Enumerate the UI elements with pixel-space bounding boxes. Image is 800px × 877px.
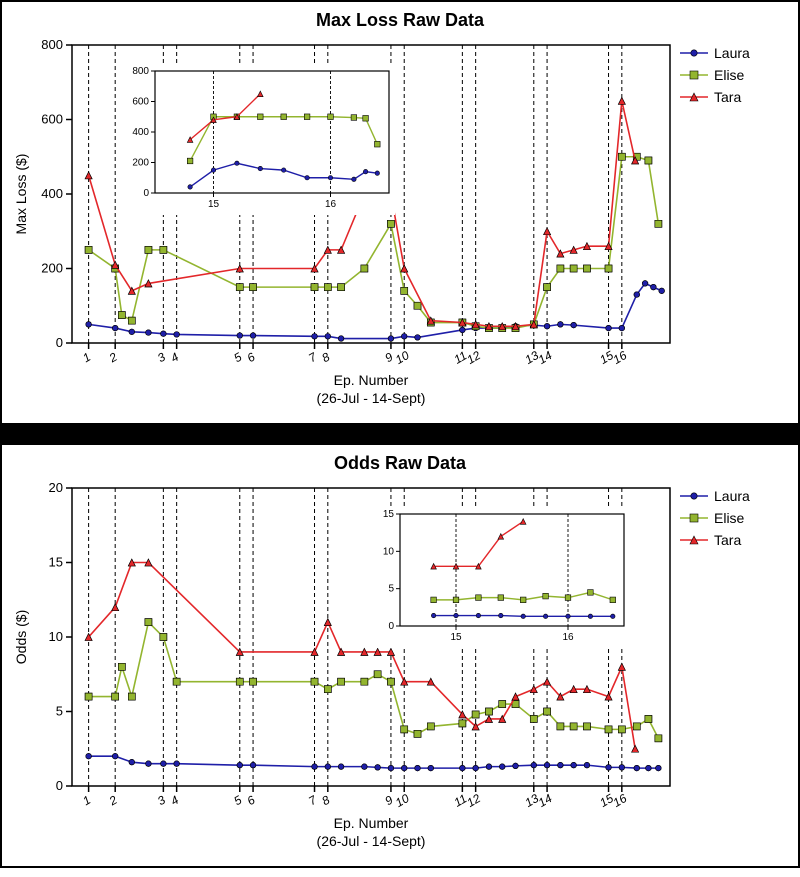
svg-text:8: 8 <box>319 793 332 809</box>
svg-text:0: 0 <box>143 188 149 199</box>
chart-svg: 0200400600800Max Loss ($)123456789101112… <box>10 35 680 415</box>
legend-item: Elise <box>680 510 785 526</box>
legend-label: Elise <box>714 510 744 526</box>
odds-panel: Odds Raw Data05101520Odds ($)12345678910… <box>0 443 800 868</box>
svg-text:Max Loss ($): Max Loss ($) <box>13 154 29 235</box>
svg-text:10: 10 <box>393 791 412 810</box>
svg-text:200: 200 <box>132 158 149 169</box>
triangle-marker-icon <box>680 539 708 541</box>
legend: Laura Elise Tara <box>680 35 785 415</box>
svg-text:10: 10 <box>49 629 63 644</box>
svg-text:14: 14 <box>536 348 555 367</box>
svg-text:5: 5 <box>231 793 244 809</box>
chart-title: Odds Raw Data <box>2 445 798 474</box>
svg-text:2: 2 <box>106 350 120 366</box>
svg-text:600: 600 <box>132 97 149 108</box>
chart-title: Max Loss Raw Data <box>2 2 798 31</box>
svg-text:(26-Jul - 14-Sept): (26-Jul - 14-Sept) <box>317 833 426 849</box>
svg-text:15: 15 <box>450 632 462 643</box>
circle-marker-icon <box>680 495 708 497</box>
legend: Laura Elise Tara <box>680 478 785 858</box>
svg-text:Odds ($): Odds ($) <box>13 610 29 664</box>
svg-text:6: 6 <box>245 793 258 809</box>
square-marker-icon <box>680 74 708 76</box>
svg-text:15: 15 <box>208 199 220 210</box>
svg-text:400: 400 <box>41 186 63 201</box>
legend-label: Elise <box>714 67 744 83</box>
legend-label: Laura <box>714 488 750 504</box>
svg-text:10: 10 <box>393 348 412 367</box>
svg-text:4: 4 <box>168 350 181 366</box>
svg-text:5: 5 <box>56 704 63 719</box>
legend-item: Elise <box>680 67 785 83</box>
svg-text:800: 800 <box>41 37 63 52</box>
svg-text:4: 4 <box>168 793 181 809</box>
svg-text:200: 200 <box>41 261 63 276</box>
svg-text:16: 16 <box>325 199 337 210</box>
svg-text:0: 0 <box>388 621 394 632</box>
svg-text:16: 16 <box>611 348 630 367</box>
max-loss-panel: Max Loss Raw Data 0 200 400 600 800 Max Loss (… <box>0 0 800 425</box>
legend-item: Laura <box>680 488 785 504</box>
svg-text:3: 3 <box>155 350 168 366</box>
svg-text:600: 600 <box>41 112 63 127</box>
svg-text:16: 16 <box>562 632 574 643</box>
svg-text:1: 1 <box>80 793 93 808</box>
svg-text:3: 3 <box>155 793 168 809</box>
chart-svg: 05101520Odds ($)12345678910111213141516E… <box>10 478 680 858</box>
svg-text:(26-Jul - 14-Sept): (26-Jul - 14-Sept) <box>317 390 426 406</box>
circle-marker-icon <box>680 52 708 54</box>
svg-text:15: 15 <box>383 509 395 520</box>
svg-text:5: 5 <box>231 350 244 366</box>
svg-text:0: 0 <box>56 778 63 793</box>
svg-text:800: 800 <box>132 66 149 77</box>
svg-text:2: 2 <box>106 793 120 809</box>
legend-label: Tara <box>714 532 741 548</box>
legend-item: Tara <box>680 532 785 548</box>
svg-text:400: 400 <box>132 127 149 138</box>
svg-text:10: 10 <box>383 546 395 557</box>
svg-text:5: 5 <box>388 584 394 595</box>
svg-text:0: 0 <box>56 335 63 350</box>
svg-text:8: 8 <box>319 350 332 366</box>
legend-item: Laura <box>680 45 785 61</box>
legend-item: Tara <box>680 89 785 105</box>
svg-text:7: 7 <box>306 792 320 808</box>
svg-text:7: 7 <box>306 349 320 365</box>
svg-text:20: 20 <box>49 480 63 495</box>
svg-text:6: 6 <box>245 350 258 366</box>
legend-label: Tara <box>714 89 741 105</box>
legend-label: Laura <box>714 45 750 61</box>
panel-divider <box>0 425 800 443</box>
svg-text:12: 12 <box>464 348 483 367</box>
svg-text:15: 15 <box>49 555 63 570</box>
svg-text:Ep. Number: Ep. Number <box>334 815 409 831</box>
svg-text:14: 14 <box>536 791 555 810</box>
triangle-marker-icon <box>680 96 708 98</box>
svg-text:Ep. Number: Ep. Number <box>334 372 409 388</box>
svg-text:16: 16 <box>611 791 630 810</box>
svg-text:1: 1 <box>80 350 93 365</box>
square-marker-icon <box>680 517 708 519</box>
svg-text:12: 12 <box>464 791 483 810</box>
